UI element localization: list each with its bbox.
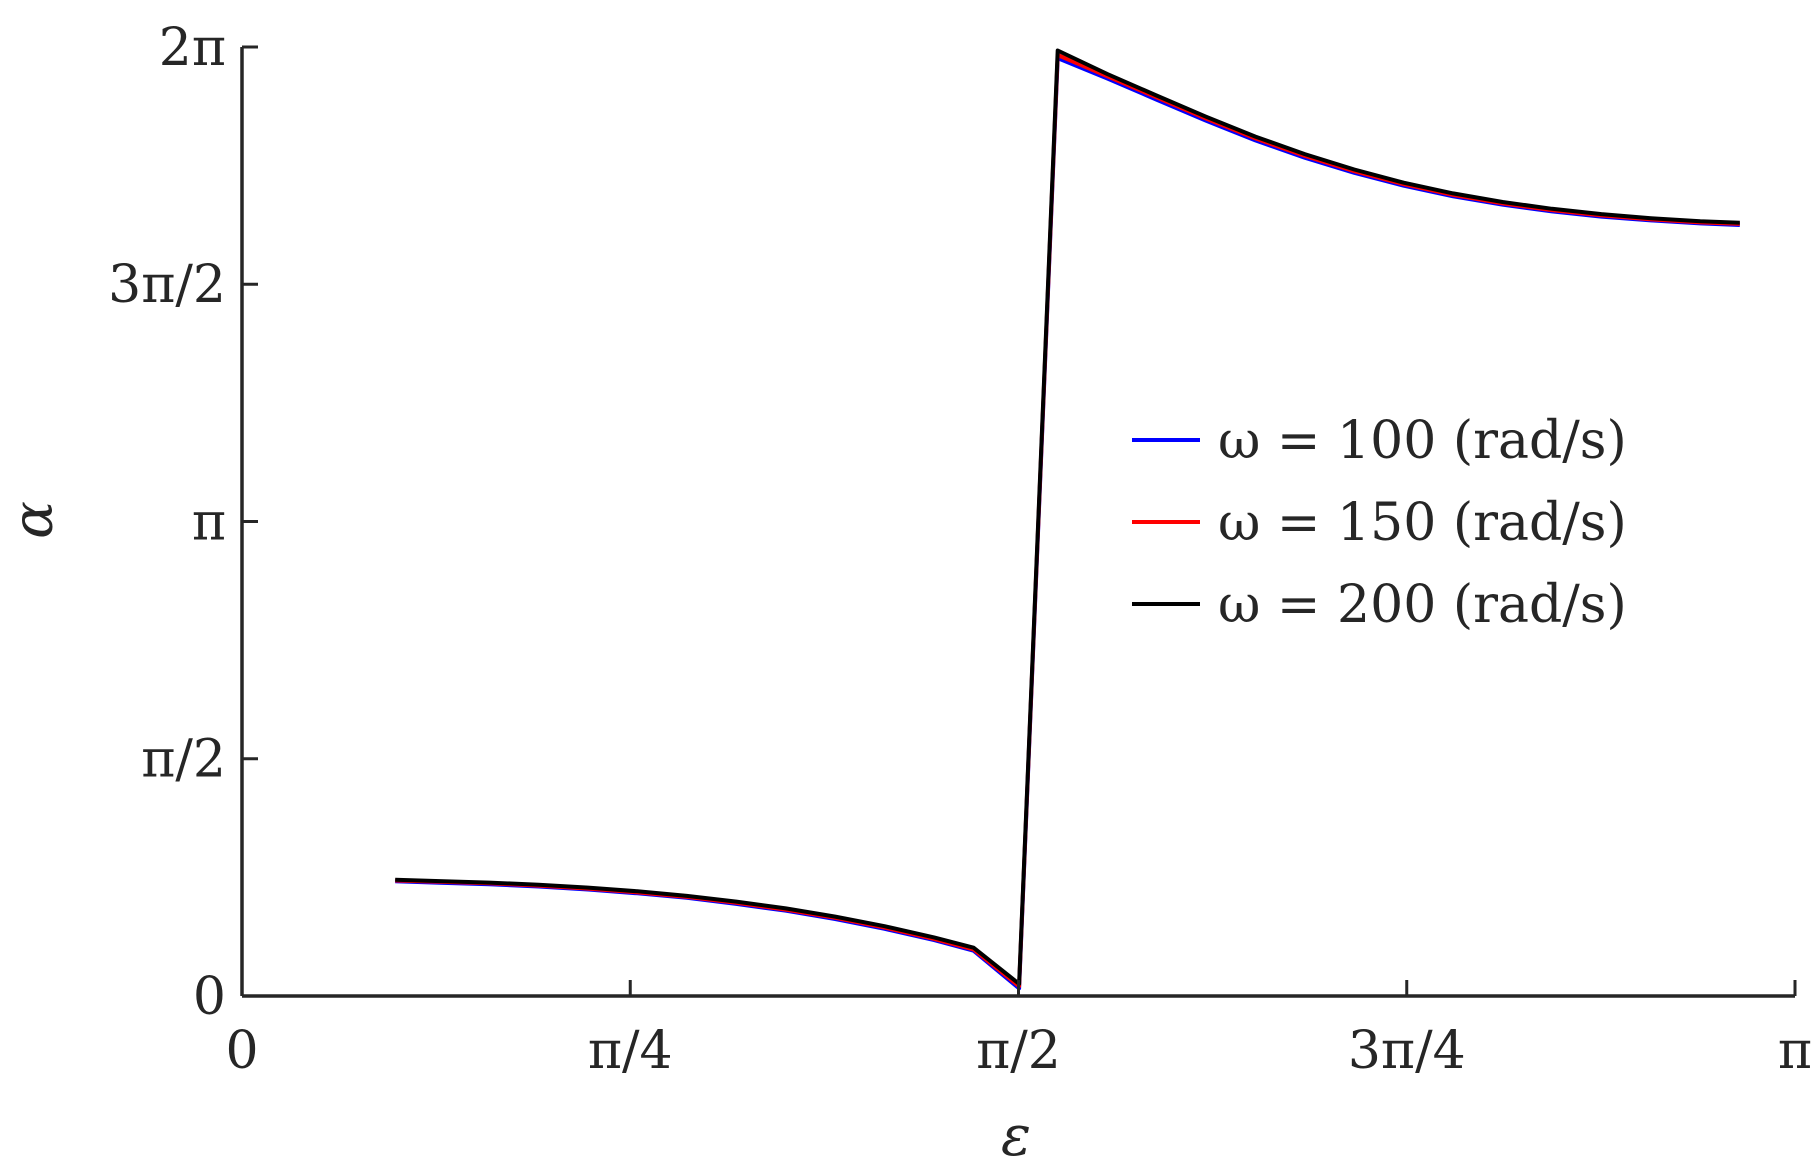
x-tick-label: π/4	[588, 1021, 673, 1081]
legend: ω = 100 (rad/s) ω = 150 (rad/s) ω = 200 (r…	[1132, 411, 1627, 635]
y-tick-label: π	[192, 493, 226, 553]
series-layer	[395, 48, 1740, 991]
y-tick-label: 0	[193, 967, 226, 1027]
x-tick-label: 0	[225, 1021, 258, 1081]
y-tick-label: 3π/2	[108, 255, 226, 315]
x-axis-label: ε	[1001, 1104, 1031, 1168]
legend-label-1: ω = 100 (rad/s)	[1218, 411, 1627, 471]
y-tick-label: 2π	[159, 18, 226, 78]
legend-label-2: ω = 150 (rad/s)	[1218, 493, 1627, 553]
y-axis-label: α	[1, 501, 66, 539]
x-tick-label: 3π/4	[1348, 1021, 1466, 1081]
series-line-3	[395, 48, 1740, 986]
x-tick-label: π/2	[976, 1021, 1061, 1081]
ticks-layer: 0 π/4 π/2 3π/4 π 0 π/2 π 3π/2 2π	[108, 18, 1812, 1081]
y-tick-label: π/2	[141, 730, 226, 790]
legend-label-3: ω = 200 (rad/s)	[1218, 575, 1627, 635]
x-tick-label: π	[1778, 1021, 1812, 1081]
